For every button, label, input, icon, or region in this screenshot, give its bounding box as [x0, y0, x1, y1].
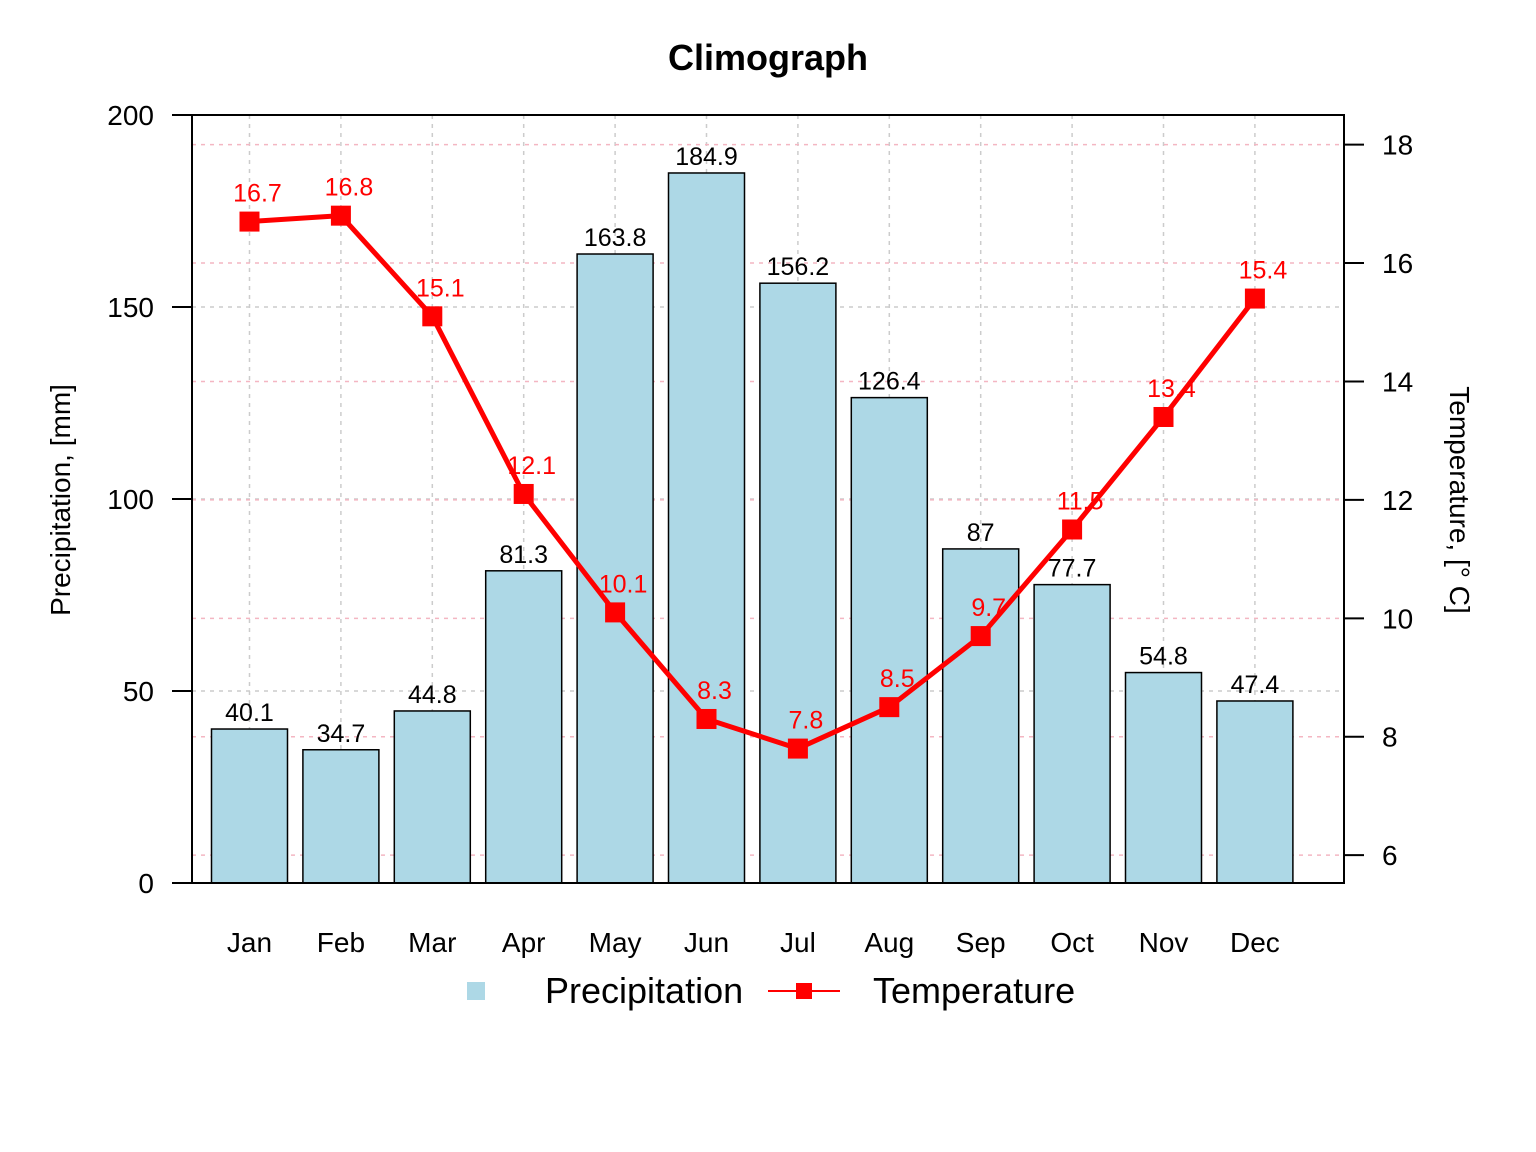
x-axis-tick-label: Mar [408, 927, 456, 958]
y-axis-tick-label: 200 [107, 100, 154, 131]
legend: Precipitation Temperature [467, 970, 1075, 1011]
precipitation-value-label: 126.4 [858, 368, 921, 396]
x-axis-tick-label: Jul [780, 927, 816, 958]
y2-axis-title: Temperature, [° C] [1444, 386, 1475, 614]
legend-temperature-marker [796, 983, 812, 999]
y2-axis-tick-label: 8 [1382, 722, 1398, 753]
temperature-point [513, 483, 534, 504]
temperature-value-label: 16.8 [325, 174, 374, 202]
precipitation-value-label: 77.7 [1048, 555, 1097, 583]
precipitation-value-label: 184.9 [675, 143, 738, 171]
precipitation-bar [393, 710, 472, 884]
legend-precipitation-label: Precipitation [545, 970, 743, 1011]
chart-title: Climograph [668, 37, 868, 78]
precipitation-bar [667, 172, 746, 884]
y2-axis-tick-label: 10 [1382, 603, 1413, 634]
precipitation-bar [850, 396, 929, 884]
temperature-point [1244, 288, 1265, 309]
precipitation-value-label: 47.4 [1231, 671, 1280, 699]
precipitation-bar [484, 570, 563, 884]
temperature-value-label: 13.4 [1147, 375, 1196, 403]
legend-temperature-label: Temperature [873, 970, 1075, 1011]
precipitation-value-label: 40.1 [225, 699, 274, 727]
y-axis-tick-label: 0 [138, 868, 154, 899]
temperature-value-label: 8.3 [697, 677, 732, 705]
precipitation-value-label: 34.7 [317, 720, 366, 748]
temperature-point [696, 708, 717, 729]
precipitation-bar [759, 282, 837, 884]
x-axis-tick-label: Sep [956, 927, 1006, 958]
precipitation-bars [210, 172, 1294, 884]
temperature-value-label: 12.1 [507, 452, 556, 480]
precipitation-value-label: 54.8 [1139, 643, 1188, 671]
x-axis-tick-label: Aug [864, 927, 914, 958]
temperature-value-labels: 16.7 16.8 15.1 12.1 10.1 8.3 7.8 8.5 9.7 11.5 13.4… [233, 174, 1287, 735]
x-axis-tick-label: Jan [227, 927, 272, 958]
precipitation-bar [302, 749, 380, 884]
temperature-value-label: 16.7 [233, 180, 282, 208]
temperature-value-label: 7.8 [789, 707, 824, 735]
temperature-value-label: 11.5 [1057, 487, 1104, 515]
precipitation-value-labels: 40.1 34.7 44.8 81.3 163.8 184.9 156.2 126.4 87 77… [225, 143, 1279, 748]
x-axis-tick-label: May [589, 927, 642, 958]
precipitation-bar [576, 253, 654, 884]
temperature-line [239, 205, 1265, 759]
precipitation-value-label: 163.8 [584, 224, 647, 252]
temperature-point [787, 738, 808, 759]
precipitation-value-label: 44.8 [408, 681, 457, 709]
y2-axis-tick-label: 14 [1382, 366, 1413, 397]
left-axis: 0 50 100 150 200 [107, 100, 192, 899]
y2-axis-tick-label: 18 [1382, 130, 1413, 161]
temperature-point [970, 626, 991, 647]
temperature-point [239, 211, 260, 232]
x-axis-tick-label: Feb [317, 927, 365, 958]
y-axis-tick-label: 150 [107, 292, 154, 323]
precipitation-bar [210, 728, 289, 884]
x-axis: Jan Feb Mar Apr May Jun Jul Aug Sep Oct Nov Dec [227, 927, 1280, 958]
precipitation-value-label: 81.3 [499, 541, 548, 569]
temperature-point [879, 697, 900, 718]
y-axis-tick-label: 100 [107, 484, 154, 515]
y2-axis-tick-label: 6 [1382, 840, 1398, 871]
x-axis-tick-label: Apr [502, 927, 546, 958]
precipitation-value-label: 156.2 [767, 253, 830, 281]
temperature-value-label: 15.4 [1239, 257, 1288, 285]
y2-axis-tick-label: 12 [1382, 485, 1413, 516]
temperature-value-label: 15.1 [416, 274, 465, 302]
temperature-point [1062, 519, 1083, 540]
precipitation-bar [1216, 700, 1294, 884]
y-axis-title: Precipitation, [mm] [45, 384, 76, 616]
temperature-series-line [249, 213, 1257, 752]
precipitation-bar [1124, 671, 1203, 884]
precipitation-value-label: 87 [967, 519, 995, 547]
y2-axis-tick-label: 16 [1382, 248, 1413, 279]
temperature-point [330, 205, 351, 226]
x-axis-tick-label: Oct [1050, 927, 1094, 958]
right-axis: 6 8 10 12 14 16 18 [1344, 130, 1413, 871]
y-axis-tick-label: 50 [123, 676, 154, 707]
temperature-value-label: 9.7 [971, 594, 1006, 622]
temperature-point [422, 306, 443, 327]
x-axis-tick-label: Jun [684, 927, 729, 958]
temperature-point [1153, 406, 1174, 427]
precipitation-bar [1033, 583, 1111, 884]
legend-precipitation-swatch [467, 982, 485, 1000]
temperature-point [605, 602, 626, 623]
x-axis-tick-label: Dec [1230, 927, 1280, 958]
temperature-value-label: 10.1 [599, 570, 648, 598]
x-axis-tick-label: Nov [1139, 927, 1189, 958]
temperature-value-label: 8.5 [880, 665, 915, 693]
